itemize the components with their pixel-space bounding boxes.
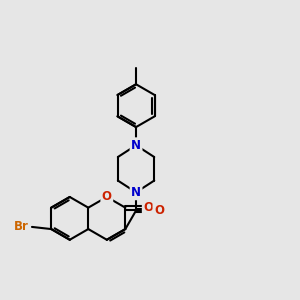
Text: N: N bbox=[131, 186, 141, 199]
Text: O: O bbox=[154, 204, 164, 217]
Text: O: O bbox=[143, 201, 153, 214]
Text: Br: Br bbox=[14, 220, 29, 233]
Text: O: O bbox=[102, 190, 112, 203]
Text: N: N bbox=[131, 139, 141, 152]
